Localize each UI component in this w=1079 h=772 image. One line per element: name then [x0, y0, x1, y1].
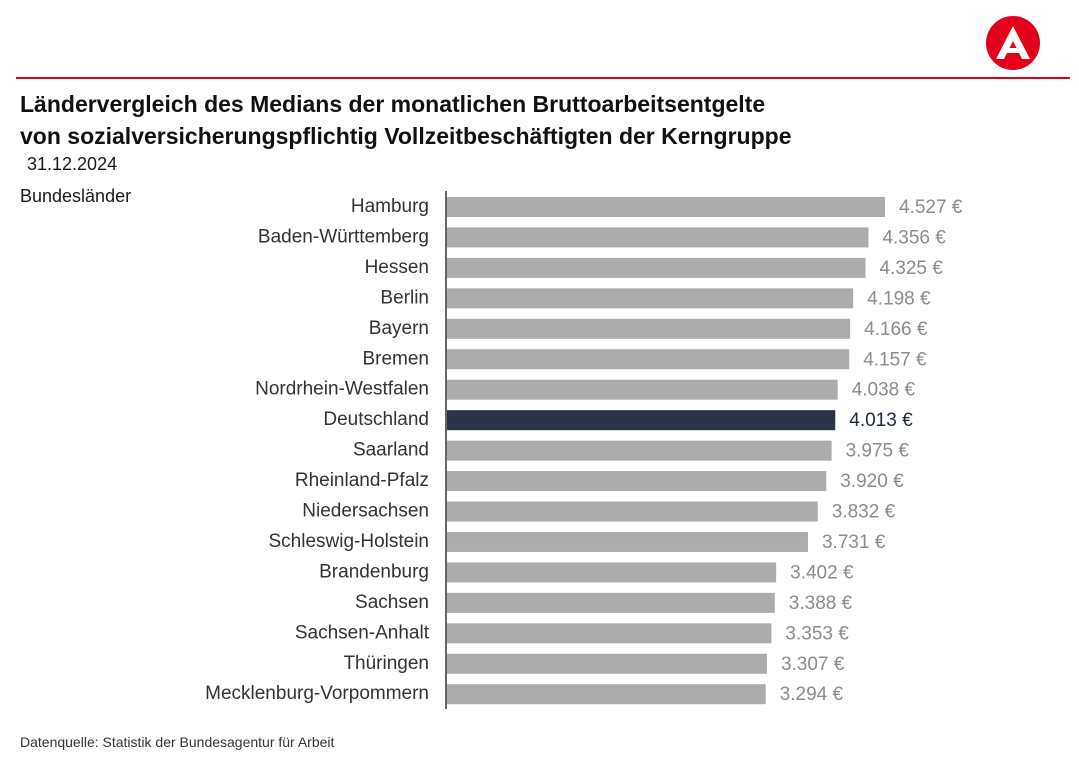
- value-label: 3.388 €: [789, 593, 853, 614]
- category-label: Niedersachsen: [302, 501, 429, 522]
- category-label: Bayern: [369, 318, 429, 339]
- bar: [447, 471, 827, 492]
- bar: [447, 623, 772, 644]
- category-label: Hamburg: [351, 196, 429, 217]
- value-label: 4.325 €: [879, 258, 943, 279]
- bar: [447, 684, 766, 705]
- chart-title-line-1: Ländervergleich des Medians der monatlic…: [20, 91, 766, 117]
- value-label: 3.731 €: [822, 532, 886, 553]
- value-label: 4.157 €: [863, 349, 927, 370]
- value-label: 4.166 €: [864, 319, 928, 340]
- bar: [447, 440, 832, 461]
- category-label: Nordrhein-Westfalen: [255, 379, 429, 400]
- chart-title: Ländervergleich des Medians der monatlic…: [20, 88, 960, 152]
- category-label: Mecklenburg-Vorpommern: [205, 683, 429, 704]
- category-label: Bremen: [362, 348, 429, 369]
- bar: [447, 318, 851, 339]
- bar: [447, 501, 818, 522]
- category-label: Berlin: [380, 287, 429, 308]
- value-label: 3.402 €: [790, 562, 854, 583]
- value-label: 3.975 €: [846, 441, 910, 462]
- bar-highlight: [447, 410, 836, 431]
- category-label: Hessen: [365, 257, 429, 278]
- bar: [447, 257, 866, 278]
- data-source-note: Datenquelle: Statistik der Bundesagentur…: [20, 734, 335, 750]
- bar: [447, 197, 885, 217]
- value-label: 3.920 €: [840, 471, 904, 492]
- category-label: Deutschland: [323, 409, 429, 430]
- value-label: 4.038 €: [852, 380, 916, 401]
- value-label: 3.294 €: [780, 684, 844, 705]
- value-label: 4.356 €: [882, 227, 946, 248]
- value-label: 4.198 €: [867, 288, 931, 309]
- bar: [447, 653, 767, 674]
- bar: [447, 349, 850, 370]
- category-label: Rheinland-Pfalz: [295, 470, 429, 491]
- chart-date: 31.12.2024: [27, 154, 118, 174]
- category-label: Thüringen: [343, 653, 429, 674]
- chart-title-line-2: von sozialversicherungspflichtig Vollzei…: [20, 123, 792, 149]
- bar: [447, 288, 854, 309]
- bar: [447, 379, 838, 400]
- category-label: Sachsen-Anhalt: [295, 622, 430, 643]
- category-label: Saarland: [353, 440, 429, 461]
- value-label: 3.832 €: [832, 502, 896, 523]
- category-label: Baden-Württemberg: [258, 226, 429, 247]
- value-label: 4.527 €: [899, 197, 963, 218]
- bar: [447, 592, 775, 613]
- value-label: 4.013 €: [849, 410, 913, 431]
- bar: [447, 562, 777, 583]
- category-axis-label: Bundesländer: [20, 186, 132, 206]
- bundesagentur-logo-icon: [986, 16, 1040, 70]
- value-label: 3.307 €: [781, 654, 845, 675]
- category-label: Sachsen: [355, 592, 429, 613]
- header-rule: [16, 77, 1070, 79]
- category-label: Schleswig-Holstein: [268, 531, 429, 552]
- bar: [447, 227, 869, 248]
- value-label: 3.353 €: [785, 623, 849, 644]
- bar: [447, 531, 808, 552]
- category-label: Brandenburg: [319, 561, 429, 582]
